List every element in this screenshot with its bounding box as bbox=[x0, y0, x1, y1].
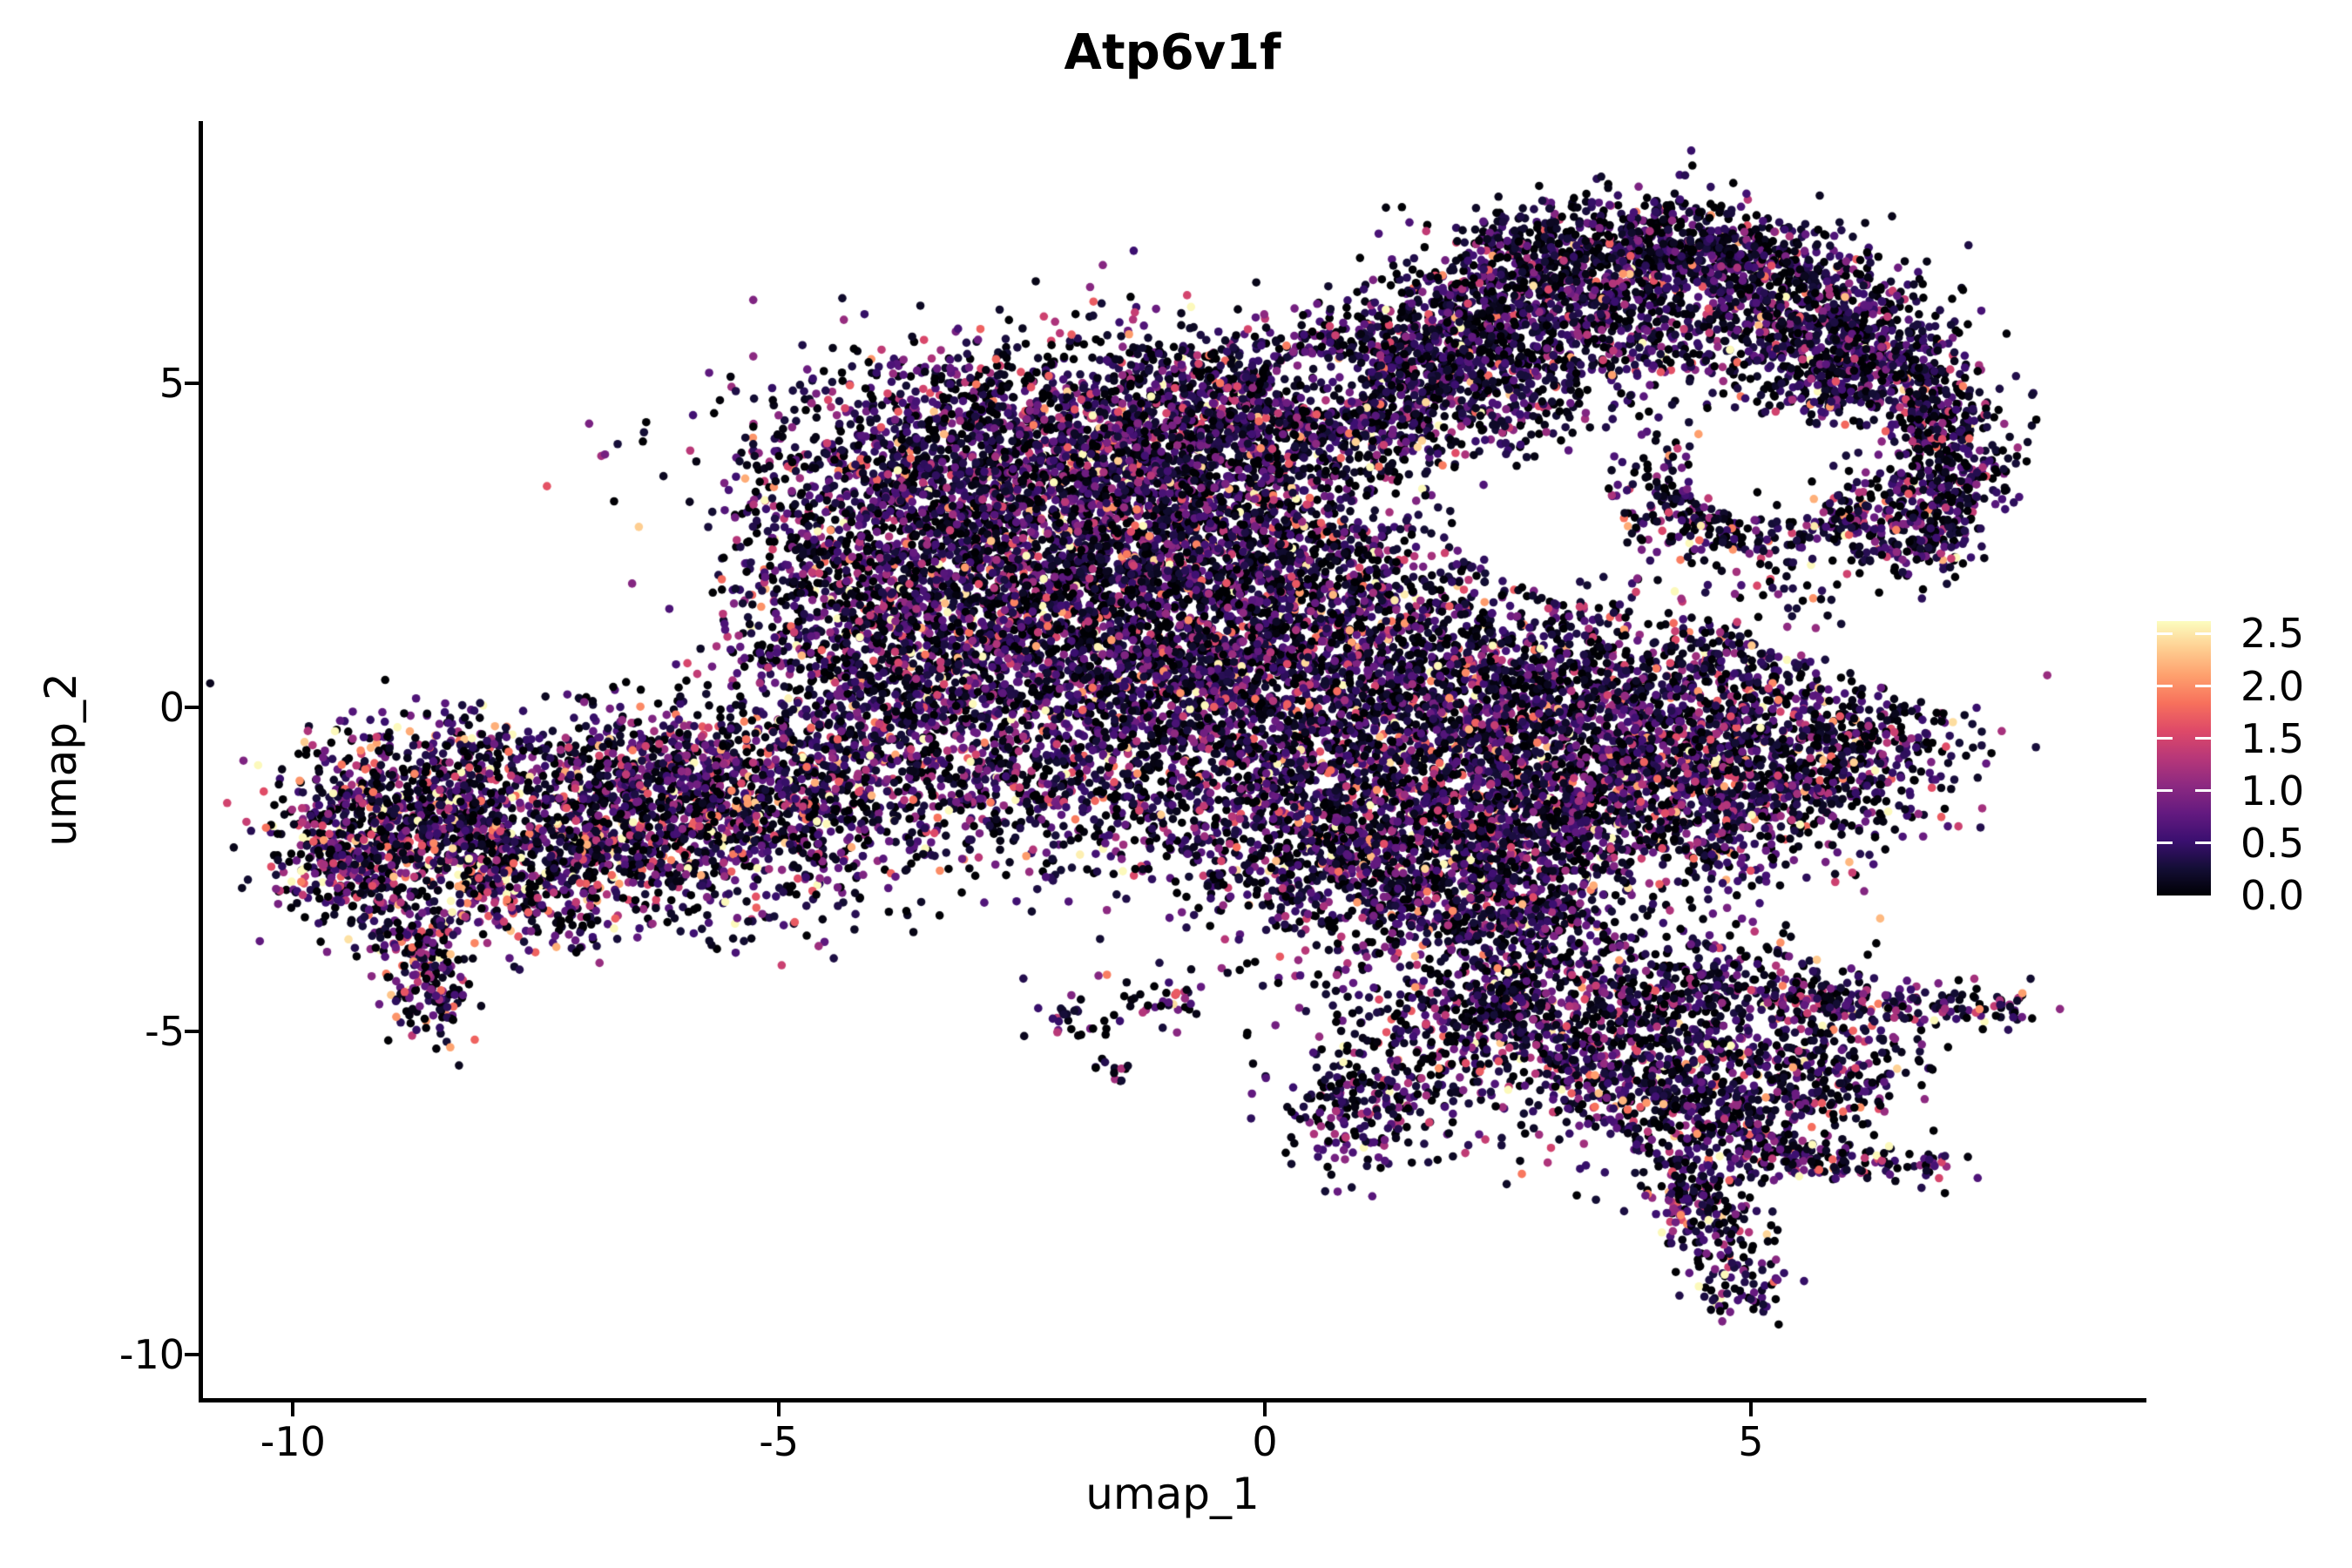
colorbar-tick-mark bbox=[2195, 685, 2211, 688]
y-tick-label: -5 bbox=[145, 1007, 185, 1055]
y-tick-mark bbox=[185, 382, 199, 386]
y-tick-label: 5 bbox=[159, 360, 185, 408]
plot-title: Atp6v1f bbox=[1064, 24, 1281, 81]
y-axis-title: umap_2 bbox=[36, 672, 86, 847]
colorbar-tick-mark bbox=[2157, 685, 2173, 688]
x-axis-title: umap_1 bbox=[1085, 1469, 1260, 1519]
x-axis-line bbox=[199, 1398, 2146, 1402]
x-tick-mark bbox=[777, 1402, 781, 1416]
y-tick-mark bbox=[185, 1353, 199, 1357]
colorbar-tick-mark bbox=[2157, 737, 2173, 740]
colorbar-label: 1.0 bbox=[2240, 767, 2305, 814]
x-tick-mark bbox=[291, 1402, 295, 1416]
x-tick-mark bbox=[1263, 1402, 1267, 1416]
x-tick-mark bbox=[1748, 1402, 1753, 1416]
colorbar-gradient bbox=[2157, 621, 2211, 896]
x-tick-label: -10 bbox=[260, 1418, 326, 1465]
colorbar-tick-mark bbox=[2195, 632, 2211, 635]
scatter-points-canvas bbox=[199, 121, 2146, 1398]
colorbar-tick-mark bbox=[2195, 789, 2211, 793]
y-tick-mark bbox=[185, 706, 199, 709]
colorbar-tick-mark bbox=[2195, 841, 2211, 845]
colorbar-label: 2.0 bbox=[2240, 662, 2305, 710]
colorbar-tick-mark bbox=[2157, 632, 2173, 635]
colorbar-tick-mark bbox=[2195, 737, 2211, 740]
colorbar-tick-mark bbox=[2157, 789, 2173, 793]
colorbar-label: 1.5 bbox=[2240, 714, 2305, 762]
colorbar-tick-mark bbox=[2157, 841, 2173, 845]
x-tick-label: 0 bbox=[1252, 1418, 1278, 1465]
y-tick-label: 0 bbox=[159, 684, 185, 731]
colorbar-label: 0.0 bbox=[2240, 872, 2305, 919]
y-tick-mark bbox=[185, 1029, 199, 1033]
y-axis-line bbox=[199, 121, 203, 1402]
colorbar-label: 0.5 bbox=[2240, 819, 2305, 867]
x-tick-label: 5 bbox=[1738, 1418, 1764, 1465]
colorbar-label: 2.5 bbox=[2240, 610, 2305, 658]
y-tick-label: -10 bbox=[118, 1331, 185, 1379]
x-tick-label: -5 bbox=[759, 1418, 800, 1465]
